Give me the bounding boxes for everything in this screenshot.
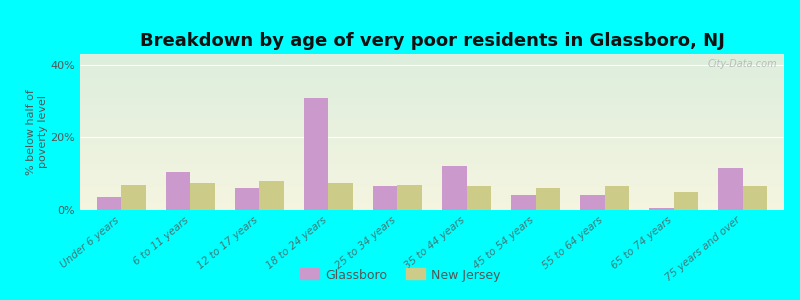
Bar — [304, 98, 329, 210]
Bar — [442, 167, 466, 210]
Bar — [511, 196, 535, 210]
Bar — [535, 188, 560, 210]
Bar — [674, 192, 698, 210]
Title: Breakdown by age of very poor residents in Glassboro, NJ: Breakdown by age of very poor residents … — [139, 32, 725, 50]
Bar — [718, 168, 742, 210]
Bar — [329, 183, 353, 210]
Legend: Glassboro, New Jersey: Glassboro, New Jersey — [300, 269, 500, 282]
Bar — [190, 183, 214, 210]
Bar — [166, 172, 190, 210]
Bar — [98, 197, 122, 210]
Bar — [650, 208, 674, 210]
Bar — [580, 196, 605, 210]
Text: City-Data.com: City-Data.com — [707, 59, 777, 69]
Bar — [605, 186, 629, 210]
Bar — [259, 181, 284, 210]
Bar — [742, 186, 766, 210]
Y-axis label: % below half of
poverty level: % below half of poverty level — [26, 89, 48, 175]
Bar — [398, 184, 422, 210]
Bar — [235, 188, 259, 210]
Bar — [122, 184, 146, 210]
Bar — [466, 186, 490, 210]
Bar — [374, 186, 398, 210]
